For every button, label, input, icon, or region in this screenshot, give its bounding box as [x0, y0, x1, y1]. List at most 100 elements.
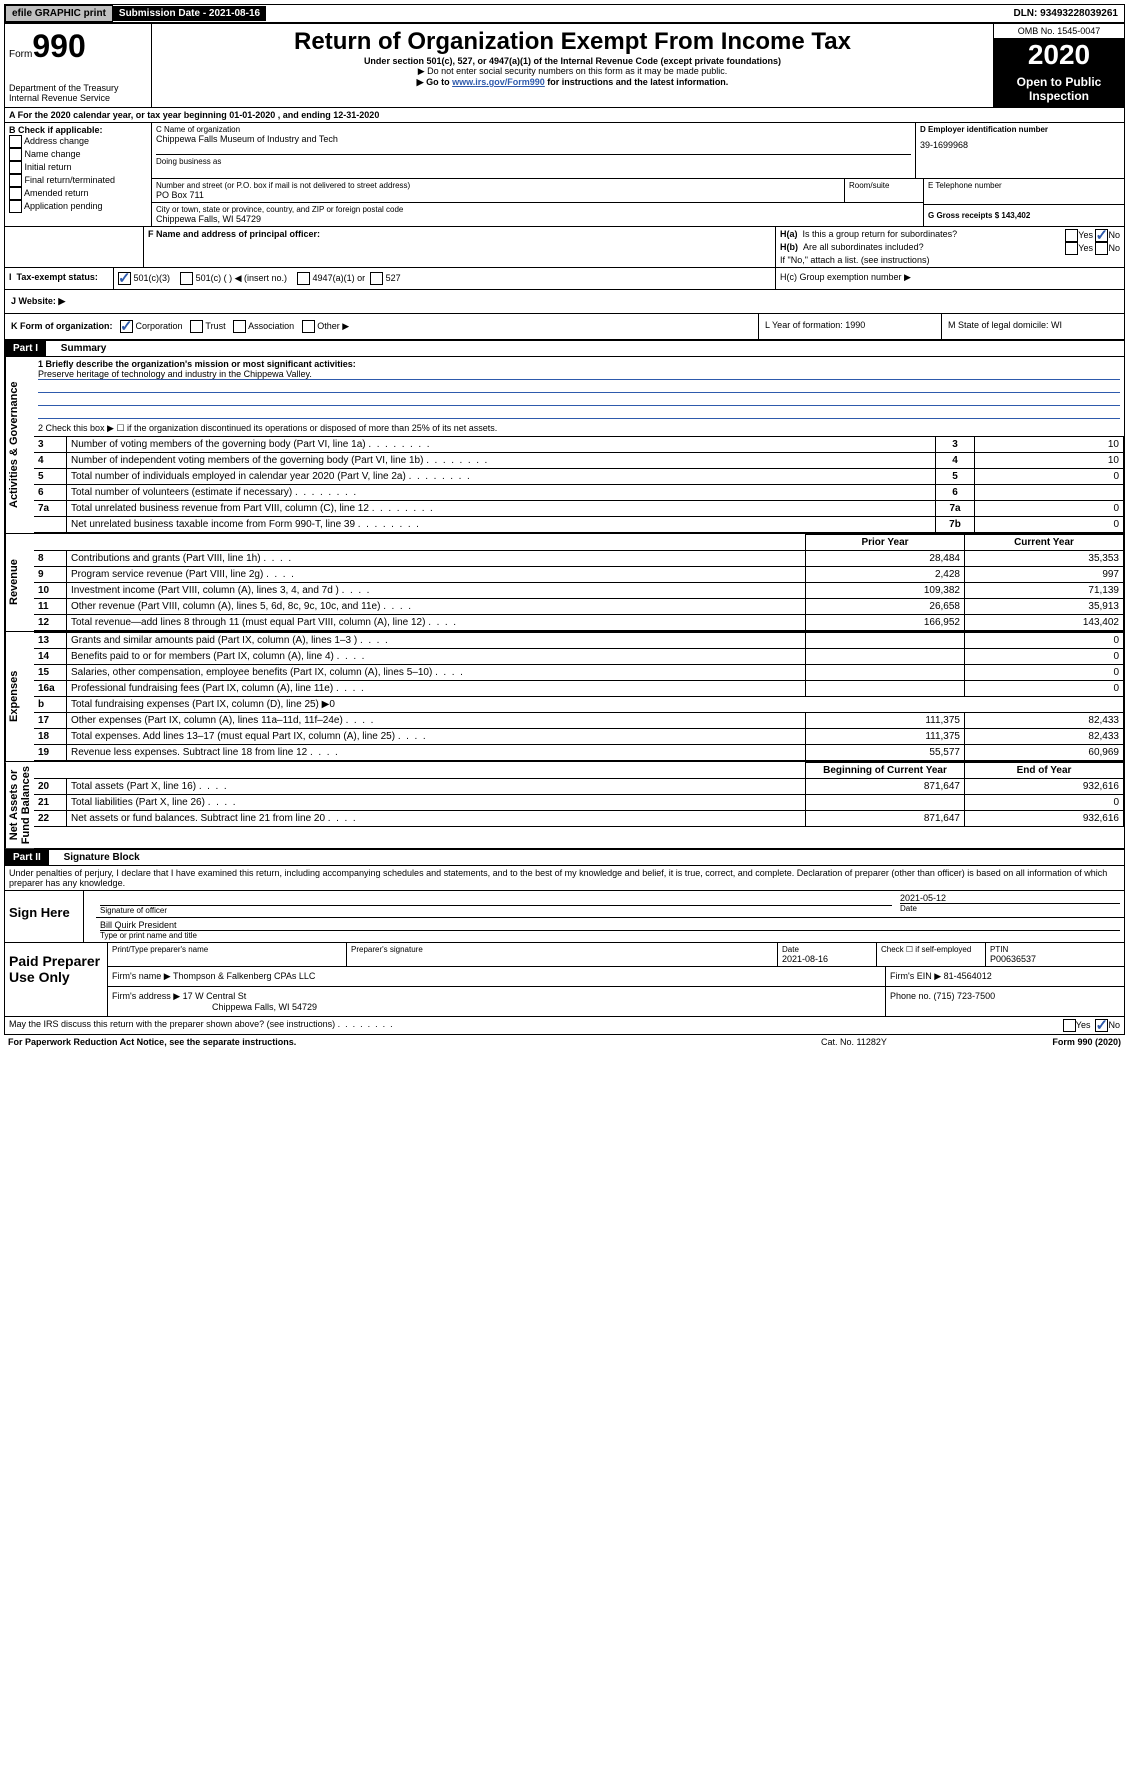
f-label: F Name and address of principal officer: [144, 227, 776, 267]
hb-note: If "No," attach a list. (see instruction… [780, 255, 1120, 265]
table-row: 22 Net assets or fund balances. Subtract… [34, 811, 1124, 827]
phone: Phone no. (715) 723-7500 [885, 987, 1124, 1016]
section-i: I Tax-exempt status: 501(c)(3) 501(c) ( … [4, 268, 1125, 290]
i-501c3[interactable] [118, 272, 131, 285]
table-row: 10 Investment income (Part VIII, column … [34, 583, 1124, 599]
cat-no: Cat. No. 11282Y [821, 1037, 981, 1047]
l-label: L Year of formation: 1990 [758, 314, 941, 339]
hc-label: H(c) Group exemption number ▶ [775, 268, 1124, 289]
topbar: efile GRAPHIC print Submission Date - 20… [4, 4, 1125, 23]
side-netassets: Net Assets or Fund Balances [5, 762, 34, 848]
prep-name-label: Print/Type preparer's name [108, 943, 347, 966]
i-501c[interactable] [180, 272, 193, 285]
discuss-yes[interactable] [1063, 1019, 1076, 1032]
form-header: Form990 Department of the Treasury Inter… [4, 23, 1125, 108]
g-label: G Gross receipts $ 143,402 [924, 205, 1124, 226]
discuss-row: May the IRS discuss this return with the… [4, 1017, 1125, 1035]
k-other[interactable] [302, 320, 315, 333]
room-label: Room/suite [844, 179, 923, 202]
ha-yes[interactable] [1065, 229, 1078, 242]
b-option[interactable]: Name change [9, 148, 147, 161]
k-corp[interactable] [120, 320, 133, 333]
sign-here-block: Sign Here Signature of officer 2021-05-1… [4, 891, 1125, 943]
ha-no[interactable] [1095, 229, 1108, 242]
prep-sig-label: Preparer's signature [347, 943, 778, 966]
k-assoc[interactable] [233, 320, 246, 333]
dln: DLN: 93493228039261 [1007, 6, 1124, 21]
section-klm: K Form of organization: Corporation Trus… [4, 314, 1125, 340]
table-row: 12 Total revenue—add lines 8 through 11 … [34, 615, 1124, 631]
table-row: 16a Professional fundraising fees (Part … [34, 681, 1124, 697]
firm-name: Thompson & Falkenberg CPAs LLC [173, 971, 315, 981]
b-option[interactable]: Amended return [9, 187, 147, 200]
footer: For Paperwork Reduction Act Notice, see … [4, 1035, 1125, 1049]
addr: PO Box 711 [156, 190, 840, 200]
b-label: B Check if applicable: [9, 125, 147, 135]
i-527[interactable] [370, 272, 383, 285]
expenses-table: 13 Grants and similar amounts paid (Part… [34, 632, 1124, 761]
revenue-block: Revenue Prior YearCurrent Year8 Contribu… [4, 533, 1125, 631]
netassets-block: Net Assets or Fund Balances Beginning of… [4, 761, 1125, 849]
side-activities: Activities & Governance [5, 357, 34, 533]
q1-answer: Preserve heritage of technology and indu… [38, 369, 1120, 380]
tax-year: 2020 [994, 39, 1124, 71]
table-row: 14 Benefits paid to or for members (Part… [34, 649, 1124, 665]
omb: OMB No. 1545-0047 [994, 24, 1124, 39]
b-option[interactable]: Application pending [9, 200, 147, 213]
table-row: 6 Total number of volunteers (estimate i… [34, 485, 1124, 501]
table-row: 19 Revenue less expenses. Subtract line … [34, 745, 1124, 761]
form-title: Return of Organization Exempt From Incom… [160, 28, 985, 56]
firm-addr1: 17 W Central St [183, 991, 247, 1001]
paid-preparer: Paid Preparer Use Only [5, 943, 107, 1016]
officer-name: Bill Quirk President [100, 920, 1120, 931]
table-row: 8 Contributions and grants (Part VIII, l… [34, 551, 1124, 567]
table-row: Net unrelated business taxable income fr… [34, 517, 1124, 533]
table-row: 20 Total assets (Part X, line 16) 871,64… [34, 779, 1124, 795]
table-row: 3 Number of voting members of the govern… [34, 437, 1124, 453]
hb-yes[interactable] [1065, 242, 1078, 255]
submission-date: Submission Date - 2021-08-16 [113, 6, 266, 21]
q2: 2 Check this box ▶ ☐ if the organization… [34, 421, 1124, 436]
org-name: Chippewa Falls Museum of Industry and Te… [156, 134, 911, 144]
b-option[interactable]: Address change [9, 135, 147, 148]
ptin: P00636537 [990, 954, 1120, 964]
form-number: 990 [32, 28, 85, 64]
table-row: 11 Other revenue (Part VIII, column (A),… [34, 599, 1124, 615]
sig-officer-label: Signature of officer [100, 905, 892, 915]
netassets-table: Beginning of Current YearEnd of Year20 T… [34, 762, 1124, 827]
discuss-no[interactable] [1095, 1019, 1108, 1032]
irs-link[interactable]: www.irs.gov/Form990 [452, 77, 545, 87]
table-row: 18 Total expenses. Add lines 13–17 (must… [34, 729, 1124, 745]
date-label: Date [900, 903, 1120, 913]
form-foot: Form 990 (2020) [981, 1037, 1121, 1047]
check-self: Check ☐ if self-employed [877, 943, 986, 966]
part2-header: Part II Signature Block [4, 849, 1125, 866]
firm-addr2: Chippewa Falls, WI 54729 [112, 1002, 317, 1012]
governance-table: 3 Number of voting members of the govern… [34, 436, 1124, 533]
k-trust[interactable] [190, 320, 203, 333]
efile-button[interactable]: efile GRAPHIC print [5, 5, 113, 22]
hb-no[interactable] [1095, 242, 1108, 255]
declaration: Under penalties of perjury, I declare th… [4, 866, 1125, 891]
q1: 1 Briefly describe the organization's mi… [38, 359, 1120, 369]
b-option[interactable]: Final return/terminated [9, 174, 147, 187]
table-row: 9 Program service revenue (Part VIII, li… [34, 567, 1124, 583]
i-4947[interactable] [297, 272, 310, 285]
part1-body: Activities & Governance 1 Briefly descri… [4, 357, 1125, 533]
form-subtitle: Under section 501(c), 527, or 4947(a)(1)… [160, 56, 985, 66]
city-label: City or town, state or province, country… [156, 205, 919, 214]
paid-preparer-block: Paid Preparer Use Only Print/Type prepar… [4, 943, 1125, 1017]
revenue-table: Prior YearCurrent Year8 Contributions an… [34, 534, 1124, 631]
sign-here: Sign Here [5, 891, 83, 942]
table-row: 5 Total number of individuals employed i… [34, 469, 1124, 485]
form-label: Form990 [9, 28, 147, 65]
table-row: b Total fundraising expenses (Part IX, c… [34, 697, 1124, 713]
b-option[interactable]: Initial return [9, 161, 147, 174]
city: Chippewa Falls, WI 54729 [156, 214, 919, 224]
addr-label: Number and street (or P.O. box if mail i… [156, 181, 840, 190]
line-a: A For the 2020 calendar year, or tax yea… [4, 108, 1125, 123]
table-row: 21 Total liabilities (Part X, line 26) 0 [34, 795, 1124, 811]
side-expenses: Expenses [5, 632, 34, 761]
section-j: J Website: ▶ [4, 290, 1125, 314]
side-revenue: Revenue [5, 534, 34, 631]
